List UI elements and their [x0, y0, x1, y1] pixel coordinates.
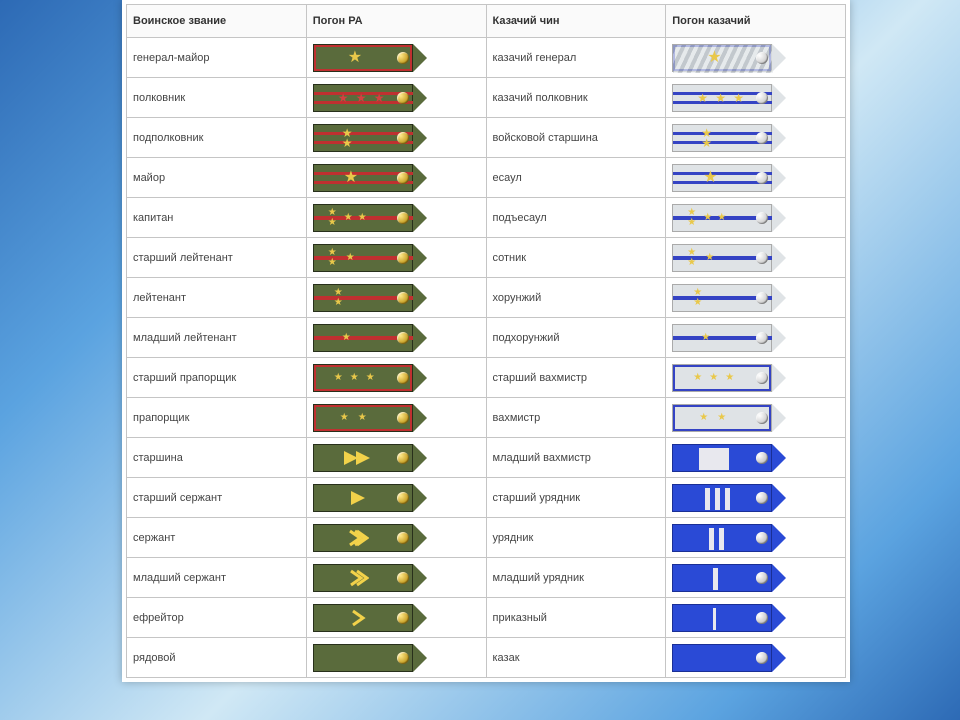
rank-comparison-panel: Воинское звание Погон РА Казачий чин Пог… [122, 0, 850, 682]
rank-table: Воинское звание Погон РА Казачий чин Пог… [126, 4, 846, 678]
cossack-label: вахмистр [486, 398, 666, 438]
cossack-label: урядник [486, 518, 666, 558]
pogon-army-colonel [313, 84, 431, 112]
table-row: младший сержант младший урядник [127, 558, 846, 598]
rank-label: майор [127, 158, 307, 198]
table-row: старший сержант старший урядник [127, 478, 846, 518]
pogon-cossack-wo [672, 404, 790, 432]
pogon-cossack-private [672, 644, 790, 672]
col-army-pogon: Погон РА [306, 5, 486, 38]
col-cossack-pogon: Погон казачий [666, 5, 846, 38]
cossack-label: казак [486, 638, 666, 678]
cossack-label: казачий полковник [486, 78, 666, 118]
chevron-icon [347, 568, 369, 588]
pogon-cossack-ltcolonel [672, 124, 790, 152]
pogon-army-starshina [313, 444, 431, 472]
cossack-label: старший вахмистр [486, 358, 666, 398]
rank-label: прапорщик [127, 398, 307, 438]
table-header-row: Воинское звание Погон РА Казачий чин Пог… [127, 5, 846, 38]
chevron-icon [347, 488, 369, 508]
table-row: старший лейтенант сотник [127, 238, 846, 278]
rank-label: лейтенант [127, 278, 307, 318]
table-row: подполковник войсковой старшина [127, 118, 846, 158]
rank-label: генерал-майор [127, 38, 307, 78]
pogon-cossack-senior-sgt [672, 484, 790, 512]
table-row: лейтенант хорунжий [127, 278, 846, 318]
rank-label: старшина [127, 438, 307, 478]
rank-label: старший сержант [127, 478, 307, 518]
rank-label: сержант [127, 518, 307, 558]
pogon-army-junior-sgt [313, 564, 431, 592]
pogon-cossack-captain [672, 204, 790, 232]
cossack-label: есаул [486, 158, 666, 198]
pogon-cossack-senior-lt [672, 244, 790, 272]
table-row: сержант урядник [127, 518, 846, 558]
rank-label: ефрейтор [127, 598, 307, 638]
rank-label: полковник [127, 78, 307, 118]
pogon-army-private [313, 644, 431, 672]
table-row: прапорщик вахмистр [127, 398, 846, 438]
pogon-cossack-colonel [672, 84, 790, 112]
pogon-army-senior-sgt [313, 484, 431, 512]
pogon-cossack-efreitor [672, 604, 790, 632]
table-row: ефрейтор приказный [127, 598, 846, 638]
chevron-icon [347, 528, 369, 548]
table-row: старший прапорщик старший вахмистр [127, 358, 846, 398]
pogon-cossack-lt [672, 284, 790, 312]
cossack-label: войсковой старшина [486, 118, 666, 158]
pogon-cossack-general [672, 44, 790, 72]
cossack-label: подъесаул [486, 198, 666, 238]
table-row: рядовой казак [127, 638, 846, 678]
pogon-army-junior-lt [313, 324, 431, 352]
cossack-label: младший урядник [486, 558, 666, 598]
pogon-cossack-starshina [672, 444, 790, 472]
cossack-label: подхорунжий [486, 318, 666, 358]
cossack-label: сотник [486, 238, 666, 278]
pogon-army-efreitor [313, 604, 431, 632]
col-cossack-rank: Казачий чин [486, 5, 666, 38]
pogon-cossack-senior-wo [672, 364, 790, 392]
rank-label: старший прапорщик [127, 358, 307, 398]
pogon-army-lt [313, 284, 431, 312]
table-row: полковник казачий полковник [127, 78, 846, 118]
pogon-cossack-junior-lt [672, 324, 790, 352]
pogon-army-general-major [313, 44, 431, 72]
cossack-label: приказный [486, 598, 666, 638]
pogon-cossack-major [672, 164, 790, 192]
cossack-label: старший урядник [486, 478, 666, 518]
pogon-cossack-junior-sgt [672, 564, 790, 592]
pogon-army-senior-lt [313, 244, 431, 272]
rank-label: старший лейтенант [127, 238, 307, 278]
pogon-army-major [313, 164, 431, 192]
pogon-army-senior-wo [313, 364, 431, 392]
pogon-army-captain [313, 204, 431, 232]
rank-label: подполковник [127, 118, 307, 158]
pogon-cossack-sgt [672, 524, 790, 552]
table-row: генерал-майор казачий генерал [127, 38, 846, 78]
rank-label: капитан [127, 198, 307, 238]
chevron-icon [341, 448, 375, 468]
table-row: капитан подъесаул [127, 198, 846, 238]
rank-label: младший лейтенант [127, 318, 307, 358]
table-row: младший лейтенант подхорунжий [127, 318, 846, 358]
col-military-rank: Воинское звание [127, 5, 307, 38]
cossack-pogon-cell [666, 38, 846, 78]
table-row: майор есаул [127, 158, 846, 198]
cossack-label: младший вахмистр [486, 438, 666, 478]
cossack-label: казачий генерал [486, 38, 666, 78]
pogon-army-sgt [313, 524, 431, 552]
army-pogon-cell [306, 38, 486, 78]
chevron-icon [347, 608, 369, 628]
cossack-label: хорунжий [486, 278, 666, 318]
pogon-army-ltcolonel [313, 124, 431, 152]
rank-label: рядовой [127, 638, 307, 678]
pogon-army-wo [313, 404, 431, 432]
table-row: старшина младший вахмистр [127, 438, 846, 478]
rank-label: младший сержант [127, 558, 307, 598]
